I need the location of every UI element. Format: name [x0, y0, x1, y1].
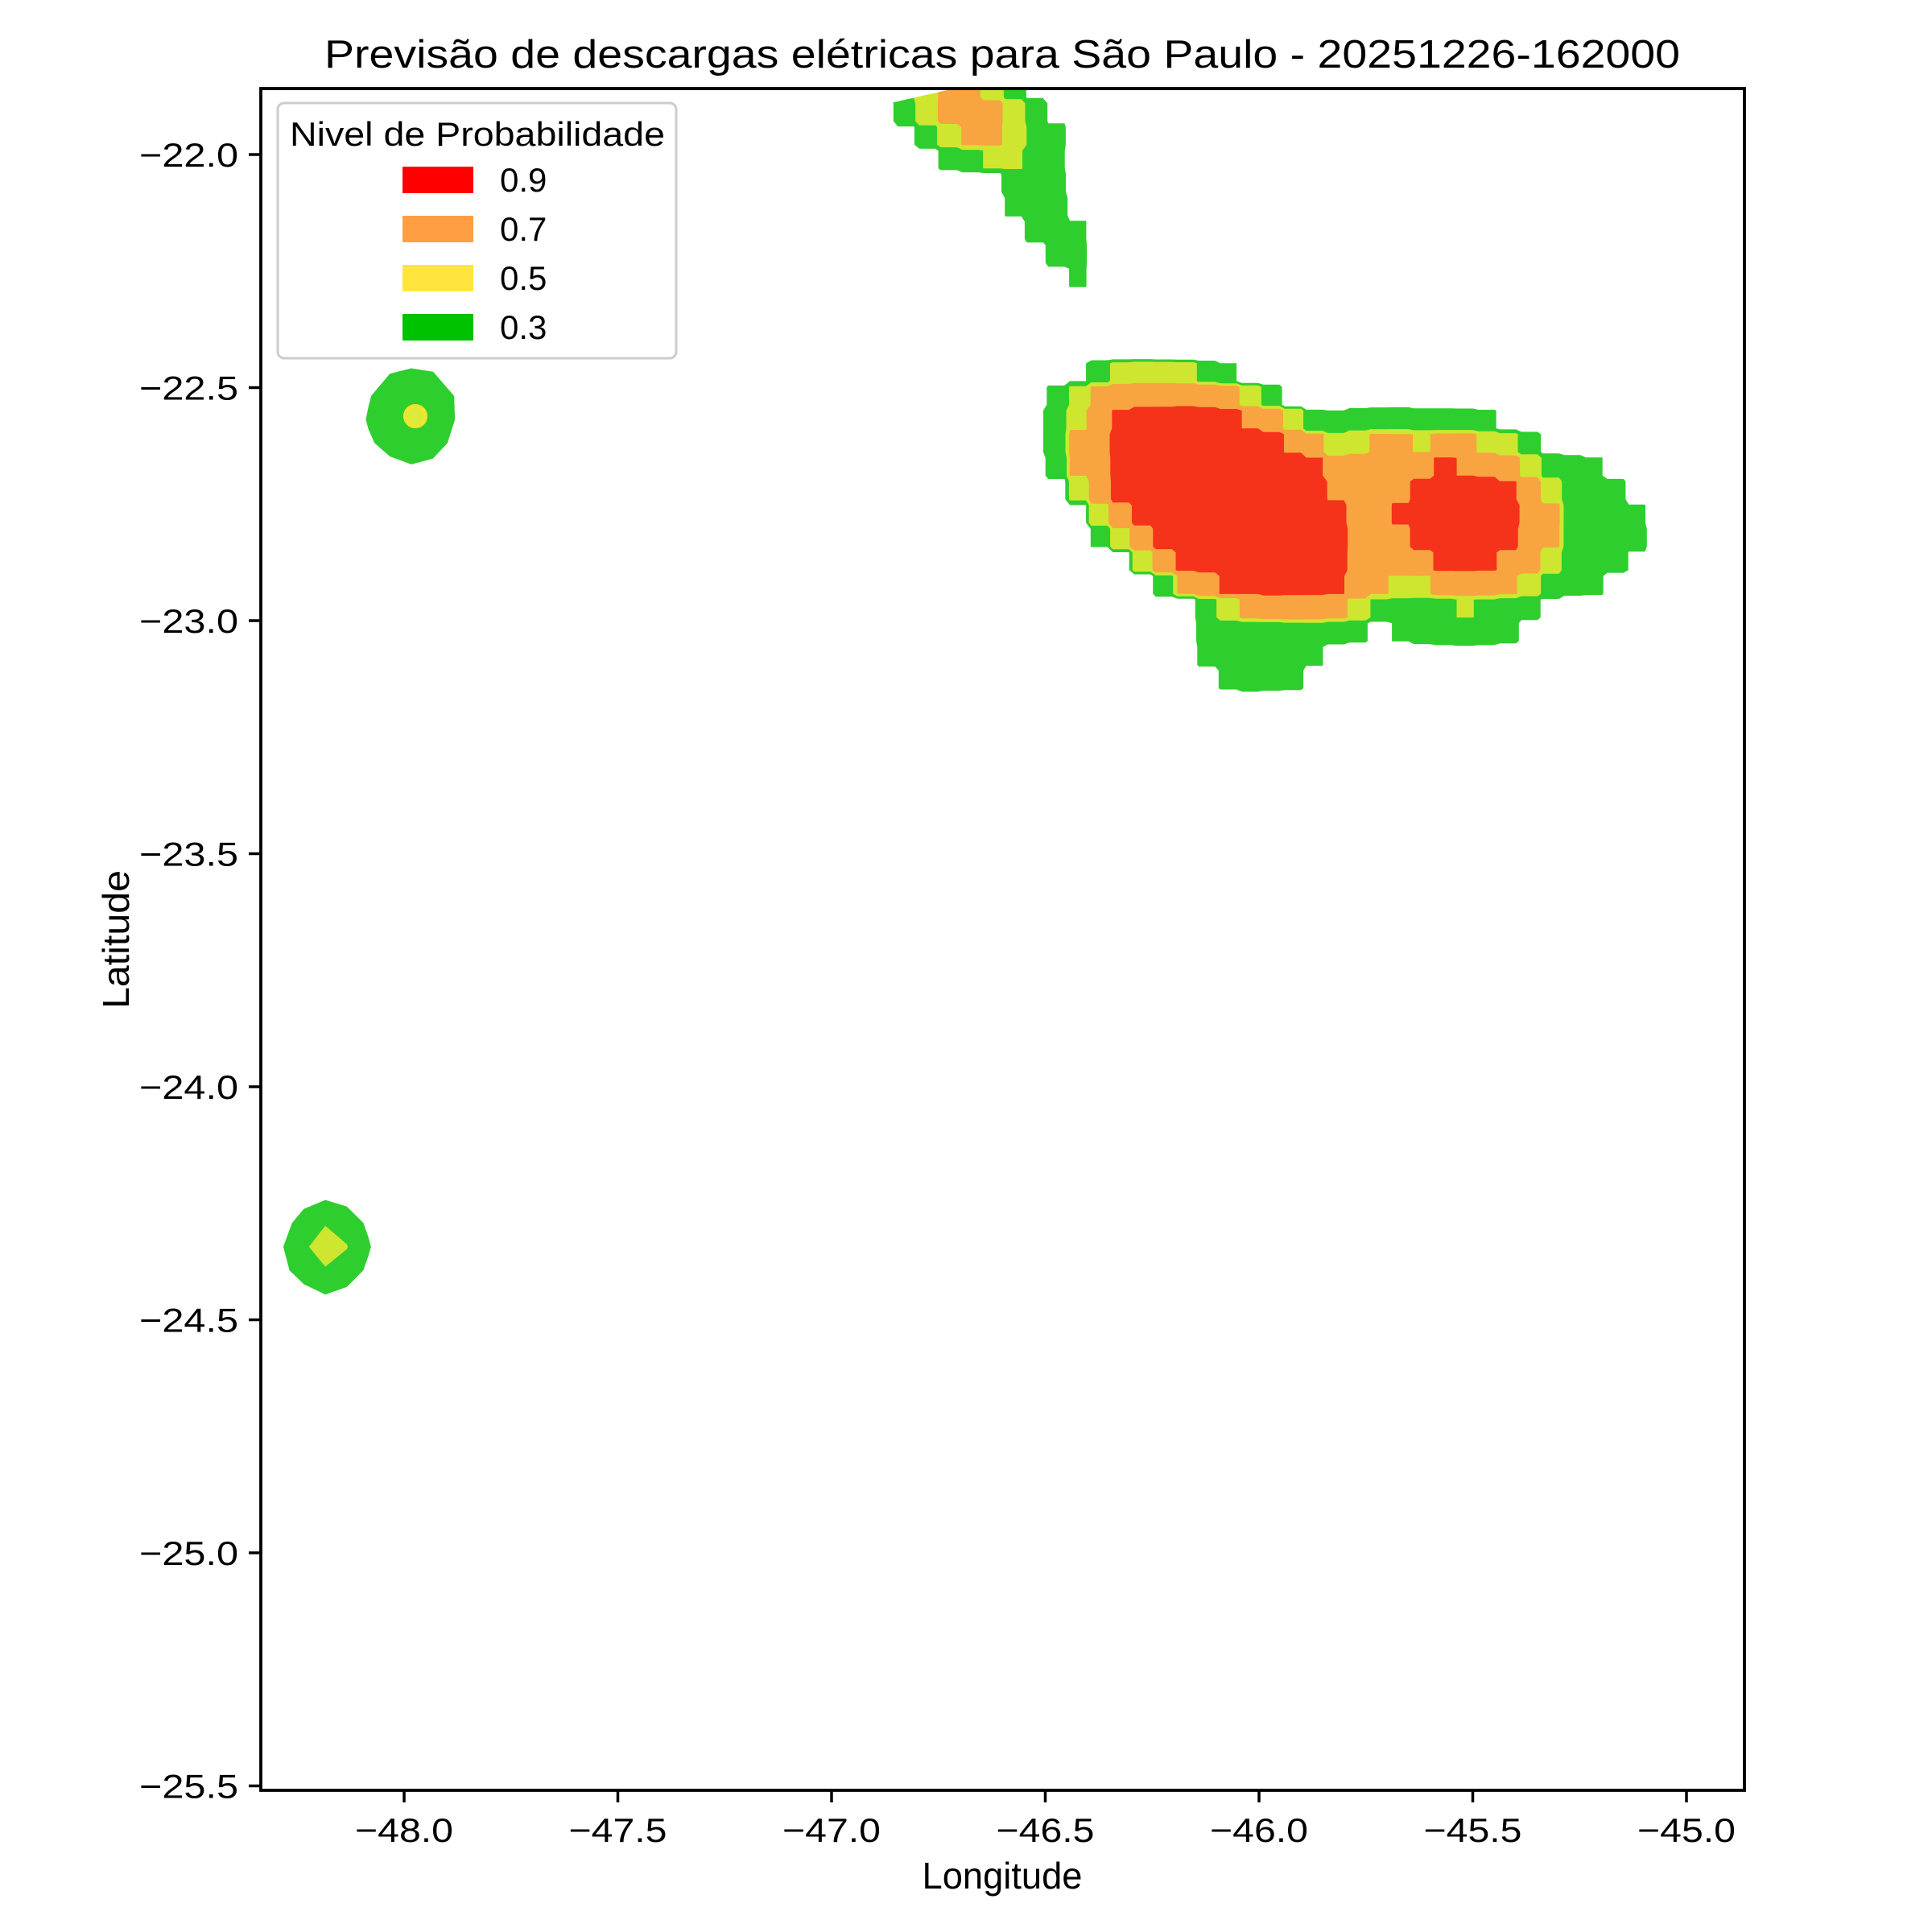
svg-text:−46.5: −46.5 — [997, 1811, 1095, 1849]
svg-text:0.9: 0.9 — [500, 161, 547, 199]
svg-text:−25.0: −25.0 — [139, 1534, 238, 1572]
svg-text:−23.0: −23.0 — [139, 602, 238, 640]
svg-text:−22.0: −22.0 — [139, 136, 238, 174]
svg-text:−45.0: −45.0 — [1637, 1811, 1736, 1849]
svg-text:Longitude: Longitude — [923, 1855, 1083, 1897]
svg-text:0.3: 0.3 — [500, 308, 547, 346]
svg-text:−47.0: −47.0 — [782, 1811, 881, 1849]
svg-text:Latitude: Latitude — [95, 870, 137, 1009]
svg-text:−45.5: −45.5 — [1424, 1811, 1522, 1849]
svg-text:−46.0: −46.0 — [1210, 1811, 1308, 1849]
svg-text:−24.0: −24.0 — [139, 1068, 238, 1106]
svg-text:−23.5: −23.5 — [139, 836, 238, 873]
svg-text:−25.5: −25.5 — [139, 1768, 238, 1806]
svg-text:0.7: 0.7 — [500, 210, 547, 248]
svg-text:−22.5: −22.5 — [139, 369, 238, 407]
svg-text:−47.5: −47.5 — [569, 1811, 667, 1849]
svg-text:−24.5: −24.5 — [139, 1302, 238, 1340]
svg-text:Previsão de descargas elétrica: Previsão de descargas elétricas para São… — [324, 33, 1680, 76]
svg-text:−48.0: −48.0 — [355, 1811, 453, 1849]
svg-text:0.5: 0.5 — [500, 259, 547, 297]
svg-text:Nivel de Probabilidade: Nivel de Probabilidade — [290, 115, 665, 153]
